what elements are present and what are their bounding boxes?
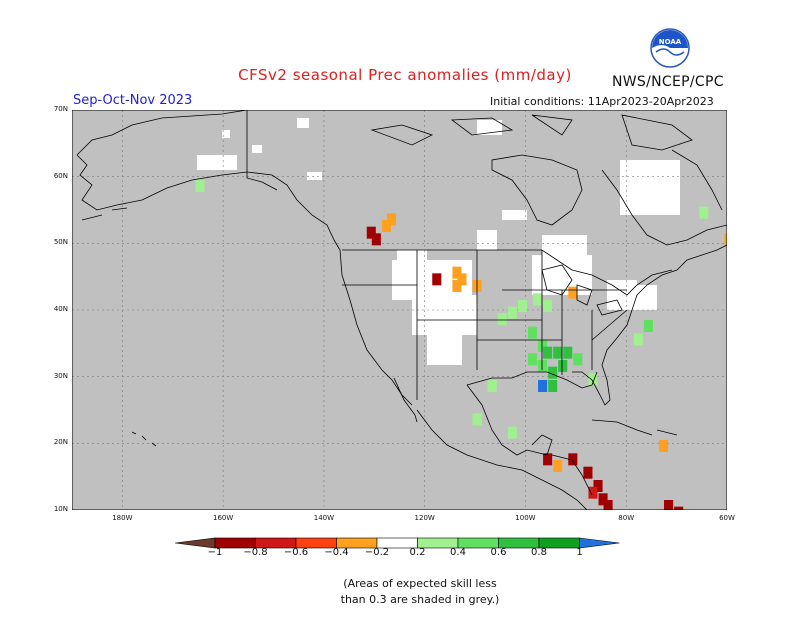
anomaly-cell [548, 380, 558, 392]
latitude-label: 10N [53, 505, 68, 513]
colorbar-tick-label: −1 [207, 547, 223, 558]
colorbar-bin [579, 537, 620, 549]
anomaly-cell [543, 300, 553, 312]
colorbar-tick-label: 0.8 [531, 547, 547, 558]
season-label: Sep-Oct-Nov 2023 [73, 93, 193, 108]
anomaly-cell [543, 346, 553, 359]
anomaly-cell [658, 440, 669, 452]
latitude-label: 70N [53, 105, 68, 113]
anomaly-cell [538, 340, 548, 352]
colorbar-tick-label: 1 [576, 547, 583, 558]
anomaly-cell [487, 380, 497, 392]
noaa-logo-text: NOAA [659, 38, 682, 46]
skill-note-line2: than 0.3 are shaded in grey.) [340, 593, 500, 606]
anomaly-cell [538, 360, 548, 372]
map-title: CFSv2 seasonal Prec anomalies (mm/day) [238, 66, 572, 84]
longitude-label: 120W [414, 514, 435, 522]
anomaly-cell [517, 300, 527, 312]
anomaly-cell [588, 373, 598, 386]
precip-anomaly-map [72, 110, 727, 510]
anomaly-cell [507, 306, 517, 319]
anomaly-cell [699, 206, 709, 219]
anomaly-cell [583, 466, 593, 479]
skill-note: (Areas of expected skill less than 0.3 a… [320, 576, 520, 608]
noaa-logo: NOAA [650, 28, 690, 68]
anomaly-cell [593, 480, 603, 492]
longitude-label: 60W [719, 514, 735, 522]
skill-note-line1: (Areas of expected skill less [343, 577, 497, 590]
anomaly-cell [497, 313, 507, 326]
anomaly-cell [533, 293, 543, 306]
anomaly-cell [371, 233, 381, 246]
longitude-label: 160W [212, 514, 234, 522]
latitude-label: 50N [53, 238, 68, 247]
anomaly-cells [195, 180, 727, 510]
initial-conditions-label: Initial conditions: 11Apr2023-20Apr2023 [490, 95, 714, 108]
anomaly-cell [573, 353, 583, 366]
latitude-label: 60N [53, 171, 68, 180]
anomaly-cell [195, 180, 205, 192]
anomaly-cell [553, 460, 563, 472]
anomaly-cell [568, 286, 578, 299]
anomaly-cell [598, 493, 608, 506]
colorbar-tick-label: −0.8 [243, 547, 268, 558]
anomaly-cell [452, 266, 462, 279]
anomaly-cell [548, 366, 558, 379]
anomaly-cell [452, 280, 462, 292]
colorbar-tick-label: 0.6 [490, 547, 507, 558]
anomaly-cell [527, 326, 538, 339]
latitude-label: 20N [53, 438, 68, 447]
anomaly-cell [527, 353, 538, 366]
colorbar-tick-label: 0.4 [450, 547, 466, 558]
longitude-label: 100W [515, 514, 536, 522]
anomaly-cell [507, 426, 517, 439]
colorbar-tick-label: −0.4 [324, 547, 349, 558]
colorbar [175, 537, 620, 549]
anomaly-cell [366, 226, 376, 239]
anomaly-cell [386, 213, 396, 226]
anomaly-cell [538, 380, 548, 392]
anomaly-cell [432, 273, 442, 286]
anomaly-cell [588, 486, 598, 499]
anomaly-cell [563, 346, 573, 359]
anomaly-cell [457, 273, 467, 286]
anomaly-cell [568, 453, 578, 466]
anomaly-cell [664, 500, 674, 510]
latitude-label: 30N [53, 371, 68, 380]
colorbar-tick-label: −0.6 [283, 547, 309, 558]
colorbar-tick-label: 0.2 [409, 547, 426, 558]
anomaly-cell [674, 506, 684, 510]
longitude-label: 80W [618, 514, 635, 522]
anomaly-cell [558, 360, 568, 372]
anomaly-cell [724, 233, 727, 246]
anomaly-cell [381, 220, 391, 232]
anomaly-cell [472, 413, 482, 426]
colorbar-tick-label: −0.2 [364, 547, 390, 558]
longitude-label: 140W [313, 514, 335, 522]
anomaly-cell [543, 453, 553, 466]
anomaly-cell [603, 500, 613, 510]
coastlines-and-borders [76, 110, 727, 510]
latitude-label: 40N [53, 305, 68, 313]
anomaly-cell [633, 333, 643, 346]
agency-label: NWS/NCEP/CPC [612, 74, 724, 90]
anomaly-cell [643, 320, 653, 332]
anomaly-cell [553, 346, 563, 359]
longitude-label: 180W [112, 514, 133, 522]
